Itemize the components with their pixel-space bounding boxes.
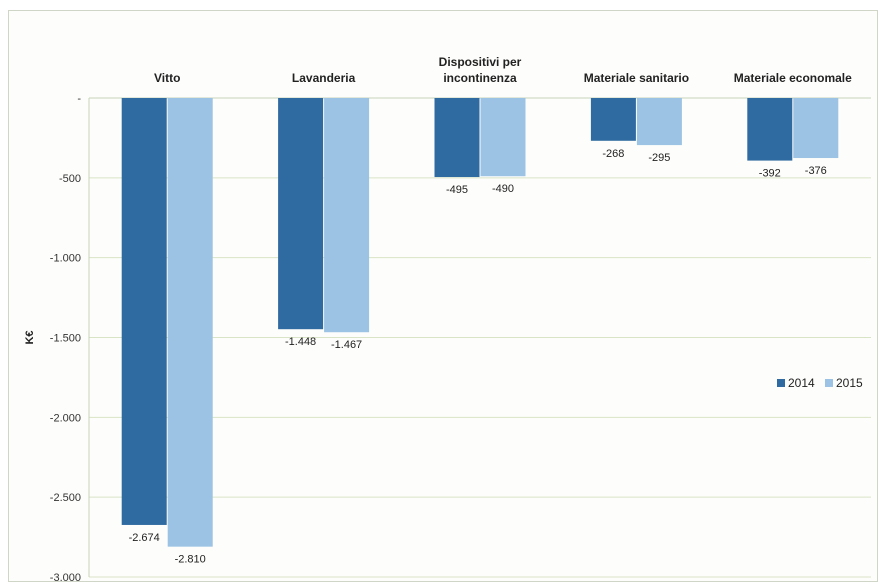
y-tick-label: -1.500: [50, 333, 81, 345]
chart-frame: - -500 -1.000 -1.500 -2.000 -2.500 -3.000 K€ Vi…: [8, 10, 878, 583]
data-label: -376: [805, 165, 827, 177]
y-axis-title: K€: [24, 330, 36, 344]
y-tick-label: -3.000: [50, 572, 81, 583]
legend-label: 2015: [836, 376, 863, 390]
legend-label: 2014: [788, 376, 815, 390]
bar-2015: [636, 98, 682, 146]
category-label: Dispositivi per: [439, 55, 522, 69]
bar-chart: - -500 -1.000 -1.500 -2.000 -2.500 -3.000 K€ Vi…: [24, 55, 871, 583]
data-label: -490: [492, 183, 514, 195]
labels: Vitto -2.674 -2.810 Lavanderia -1.448 -1.467 D…: [129, 55, 853, 566]
bar-2015: [324, 98, 370, 333]
y-tick-label: -2.500: [50, 492, 81, 504]
y-axis: - -500 -1.000 -1.500 -2.000 -2.500 -3.000 K€: [24, 93, 871, 583]
bar-2014: [747, 98, 793, 161]
data-label: -1.467: [331, 339, 362, 351]
gridlines: [89, 177, 871, 578]
data-label: -2.810: [175, 554, 206, 566]
category-label: incontinenza: [443, 71, 517, 85]
bar-2015: [793, 98, 839, 159]
category-label: Vitto: [154, 71, 180, 85]
data-label: -268: [602, 148, 624, 160]
legend-swatch-2015: [825, 379, 833, 387]
y-tick-label: -1.000: [50, 253, 81, 265]
y-tick-label: -: [77, 93, 81, 105]
y-tick-label: -500: [59, 173, 81, 185]
data-label: -295: [648, 152, 670, 164]
bar-2015: [480, 98, 526, 177]
category-label: Lavanderia: [292, 71, 356, 85]
bar-2014: [278, 98, 324, 330]
bar-2014: [434, 98, 480, 178]
bar-2014: [121, 98, 167, 525]
data-label: -2.674: [129, 532, 160, 544]
data-label: -1.448: [285, 336, 316, 348]
legend: 2014 2015: [777, 376, 863, 390]
data-label: -495: [446, 184, 468, 196]
bar-2014: [590, 98, 636, 141]
legend-swatch-2014: [777, 379, 785, 387]
data-label: -392: [759, 168, 781, 180]
bars: [121, 98, 839, 547]
category-label: Materiale sanitario: [584, 71, 689, 85]
y-tick-label: -2.000: [50, 412, 81, 424]
category-label: Materiale economale: [734, 71, 852, 85]
bar-2015: [167, 98, 213, 547]
